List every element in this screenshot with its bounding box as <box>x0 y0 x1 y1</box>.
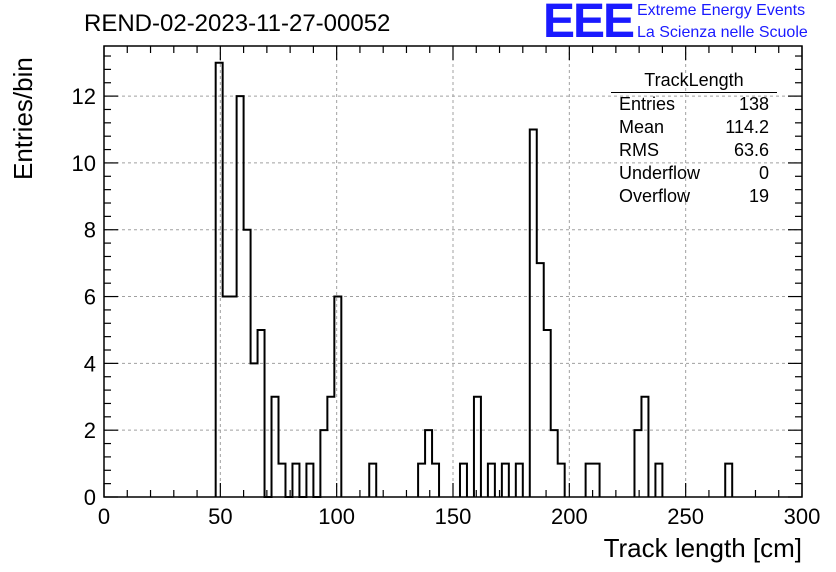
y-tick-label: 12 <box>72 84 96 109</box>
stats-title: TrackLength <box>611 69 777 93</box>
stats-row-rms: RMS 63.6 <box>611 139 777 162</box>
logo-text-line-1: Extreme Energy Events <box>637 2 806 19</box>
x-tick-label: 200 <box>551 504 588 529</box>
histogram-bar <box>586 464 593 497</box>
y-tick-label: 8 <box>84 218 96 243</box>
y-tick-label: 2 <box>84 418 96 443</box>
histogram-bar <box>530 130 537 497</box>
stats-value: 0 <box>758 163 769 183</box>
y-tick-label: 10 <box>72 151 96 176</box>
grid-lines <box>104 46 802 497</box>
histogram-bar <box>327 397 334 497</box>
axis-tick-labels: 0 50 100 150 200 250 300 0 2 4 6 8 10 12 <box>72 84 821 529</box>
histogram-bar <box>655 464 662 497</box>
stats-value: 138 <box>738 94 769 114</box>
histogram-bar <box>306 464 313 497</box>
histogram-bar <box>558 464 565 497</box>
histogram-bar <box>320 430 327 497</box>
stats-row-entries: Entries 138 <box>611 93 777 116</box>
histogram-bar <box>334 297 341 497</box>
stats-row-mean: Mean 114.2 <box>611 116 777 139</box>
stats-box: TrackLength Entries 138 Mean 114.2 RMS 6… <box>611 69 777 208</box>
x-axis-label: Track length [cm] <box>603 533 802 563</box>
histogram-bar <box>474 397 481 497</box>
stats-row-underflow: Underflow 0 <box>611 162 777 185</box>
stats-label: Overflow <box>619 186 691 206</box>
histogram-bar <box>551 430 558 497</box>
stats-value: 114.2 <box>725 117 769 137</box>
histogram-bar <box>258 330 265 497</box>
histogram-bar <box>292 464 299 497</box>
histogram-bar <box>537 263 544 497</box>
histogram-bar <box>418 464 425 497</box>
stats-value: 19 <box>748 186 769 206</box>
histogram-bar <box>425 430 432 497</box>
histogram-bar <box>432 464 439 497</box>
logo-text-line-2: La Scienza nelle Scuole <box>637 24 808 41</box>
histogram-bar <box>516 464 523 497</box>
histogram-bar <box>544 330 551 497</box>
histogram-bar <box>725 464 732 497</box>
histogram-bar <box>272 397 279 497</box>
histogram-bar <box>223 297 230 497</box>
histogram-outline <box>214 61 734 498</box>
stats-label: Mean <box>619 117 665 137</box>
y-tick-label: 4 <box>84 351 96 376</box>
histogram-bar <box>216 63 223 497</box>
y-tick-label: 6 <box>84 285 96 310</box>
stats-label: Entries <box>619 94 676 114</box>
histogram-bar <box>593 464 600 497</box>
y-axis-label: Entries/bin <box>8 57 38 180</box>
x-tick-label: 150 <box>435 504 472 529</box>
histogram-bar <box>230 297 237 497</box>
histogram-bar <box>279 464 286 497</box>
histogram-bar <box>488 464 495 497</box>
stats-row-overflow: Overflow 19 <box>611 185 777 208</box>
x-tick-label: 300 <box>784 504 821 529</box>
x-tick-label: 0 <box>98 504 110 529</box>
axis-ticks <box>103 46 803 498</box>
histogram-bar <box>460 464 467 497</box>
histogram-bar <box>641 397 648 497</box>
histogram-bar <box>369 464 376 497</box>
histogram-bar <box>634 430 641 497</box>
x-tick-label: 50 <box>208 504 232 529</box>
stats-label: Underflow <box>619 163 701 183</box>
x-tick-label: 250 <box>667 504 704 529</box>
stats-value: 63.6 <box>733 140 769 160</box>
histogram-bar <box>502 464 509 497</box>
stats-label: RMS <box>619 140 659 160</box>
x-tick-label: 100 <box>318 504 355 529</box>
chart-title: REND-02-2023-11-27-00052 <box>84 10 391 37</box>
y-tick-label: 0 <box>84 485 96 510</box>
eee-logo-icon: EEE <box>543 0 635 48</box>
